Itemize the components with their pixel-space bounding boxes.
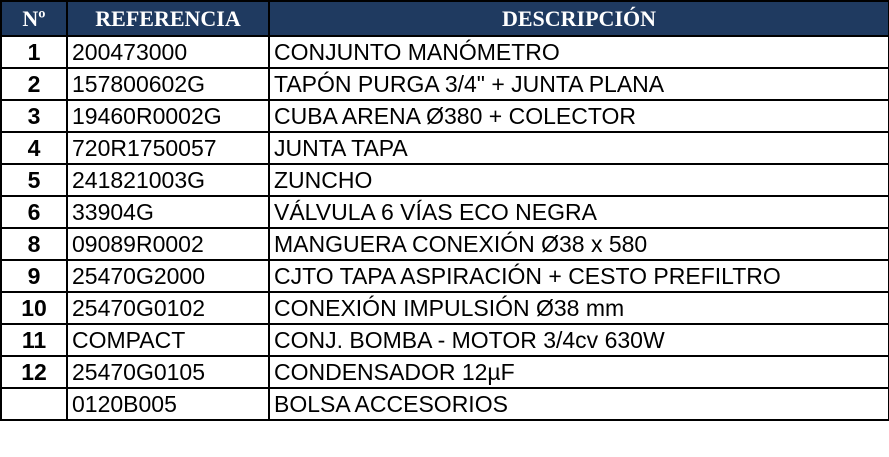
table-row: 8 09089R0002 MANGUERA CONEXIÓN Ø38 x 580 bbox=[0, 227, 889, 261]
table-row: 4 720R1750057 JUNTA TAPA bbox=[0, 131, 889, 165]
row-reference: 25470G0102 bbox=[66, 291, 270, 325]
table-row: 0120B005 BOLSA ACCESORIOS bbox=[0, 387, 889, 421]
table-row: 3 19460R0002G CUBA ARENA Ø380 + COLECTOR bbox=[0, 99, 889, 133]
row-reference: 241821003G bbox=[66, 163, 270, 197]
row-number: 9 bbox=[0, 259, 68, 293]
row-description: CONDENSADOR 12µF bbox=[268, 355, 889, 389]
header-desc: DESCRIPCIÓN bbox=[268, 0, 889, 37]
row-number bbox=[0, 387, 68, 421]
row-reference: 19460R0002G bbox=[66, 99, 270, 133]
row-number: 5 bbox=[0, 163, 68, 197]
row-number: 12 bbox=[0, 355, 68, 389]
row-description: TAPÓN PURGA 3/4" + JUNTA PLANA bbox=[268, 67, 889, 101]
row-description: CUBA ARENA Ø380 + COLECTOR bbox=[268, 99, 889, 133]
row-number: 8 bbox=[0, 227, 68, 261]
row-number: 10 bbox=[0, 291, 68, 325]
row-reference: 09089R0002 bbox=[66, 227, 270, 261]
row-description: VÁLVULA 6 VÍAS ECO NEGRA bbox=[268, 195, 889, 229]
row-reference: 200473000 bbox=[66, 35, 270, 69]
row-description: BOLSA ACCESORIOS bbox=[268, 387, 889, 421]
row-number: 11 bbox=[0, 323, 68, 357]
row-reference: 25470G2000 bbox=[66, 259, 270, 293]
row-description: MANGUERA CONEXIÓN Ø38 x 580 bbox=[268, 227, 889, 261]
table-row: 10 25470G0102 CONEXIÓN IMPULSIÓN Ø38 mm bbox=[0, 291, 889, 325]
table-row: 5 241821003G ZUNCHO bbox=[0, 163, 889, 197]
table-row: 12 25470G0105 CONDENSADOR 12µF bbox=[0, 355, 889, 389]
row-reference: 33904G bbox=[66, 195, 270, 229]
table-row: 1 200473000 CONJUNTO MANÓMETRO bbox=[0, 35, 889, 69]
parts-table: Nº REFERENCIA DESCRIPCIÓN 1 200473000 CONJ… bbox=[0, 0, 889, 421]
row-reference: 157800602G bbox=[66, 67, 270, 101]
row-description: CONJUNTO MANÓMETRO bbox=[268, 35, 889, 69]
row-reference: COMPACT bbox=[66, 323, 270, 357]
row-description: CONEXIÓN IMPULSIÓN Ø38 mm bbox=[268, 291, 889, 325]
row-number: 3 bbox=[0, 99, 68, 133]
row-description: CJTO TAPA ASPIRACIÓN + CESTO PREFILTRO bbox=[268, 259, 889, 293]
row-description: JUNTA TAPA bbox=[268, 131, 889, 165]
table-row: 2 157800602G TAPÓN PURGA 3/4" + JUNTA PLAN… bbox=[0, 67, 889, 101]
table-row: 9 25470G2000 CJTO TAPA ASPIRACIÓN + CESTO … bbox=[0, 259, 889, 293]
header-row: Nº REFERENCIA DESCRIPCIÓN bbox=[0, 0, 889, 37]
row-reference: 0120B005 bbox=[66, 387, 270, 421]
row-reference: 720R1750057 bbox=[66, 131, 270, 165]
row-description: CONJ. BOMBA - MOTOR 3/4cv 630W bbox=[268, 323, 889, 357]
table-row: 6 33904G VÁLVULA 6 VÍAS ECO NEGRA bbox=[0, 195, 889, 229]
row-description: ZUNCHO bbox=[268, 163, 889, 197]
header-ref: REFERENCIA bbox=[66, 0, 270, 37]
row-number: 1 bbox=[0, 35, 68, 69]
row-number: 2 bbox=[0, 67, 68, 101]
header-num: Nº bbox=[0, 0, 68, 37]
row-number: 6 bbox=[0, 195, 68, 229]
table-row: 11 COMPACT CONJ. BOMBA - MOTOR 3/4cv 630W bbox=[0, 323, 889, 357]
row-number: 4 bbox=[0, 131, 68, 165]
row-reference: 25470G0105 bbox=[66, 355, 270, 389]
